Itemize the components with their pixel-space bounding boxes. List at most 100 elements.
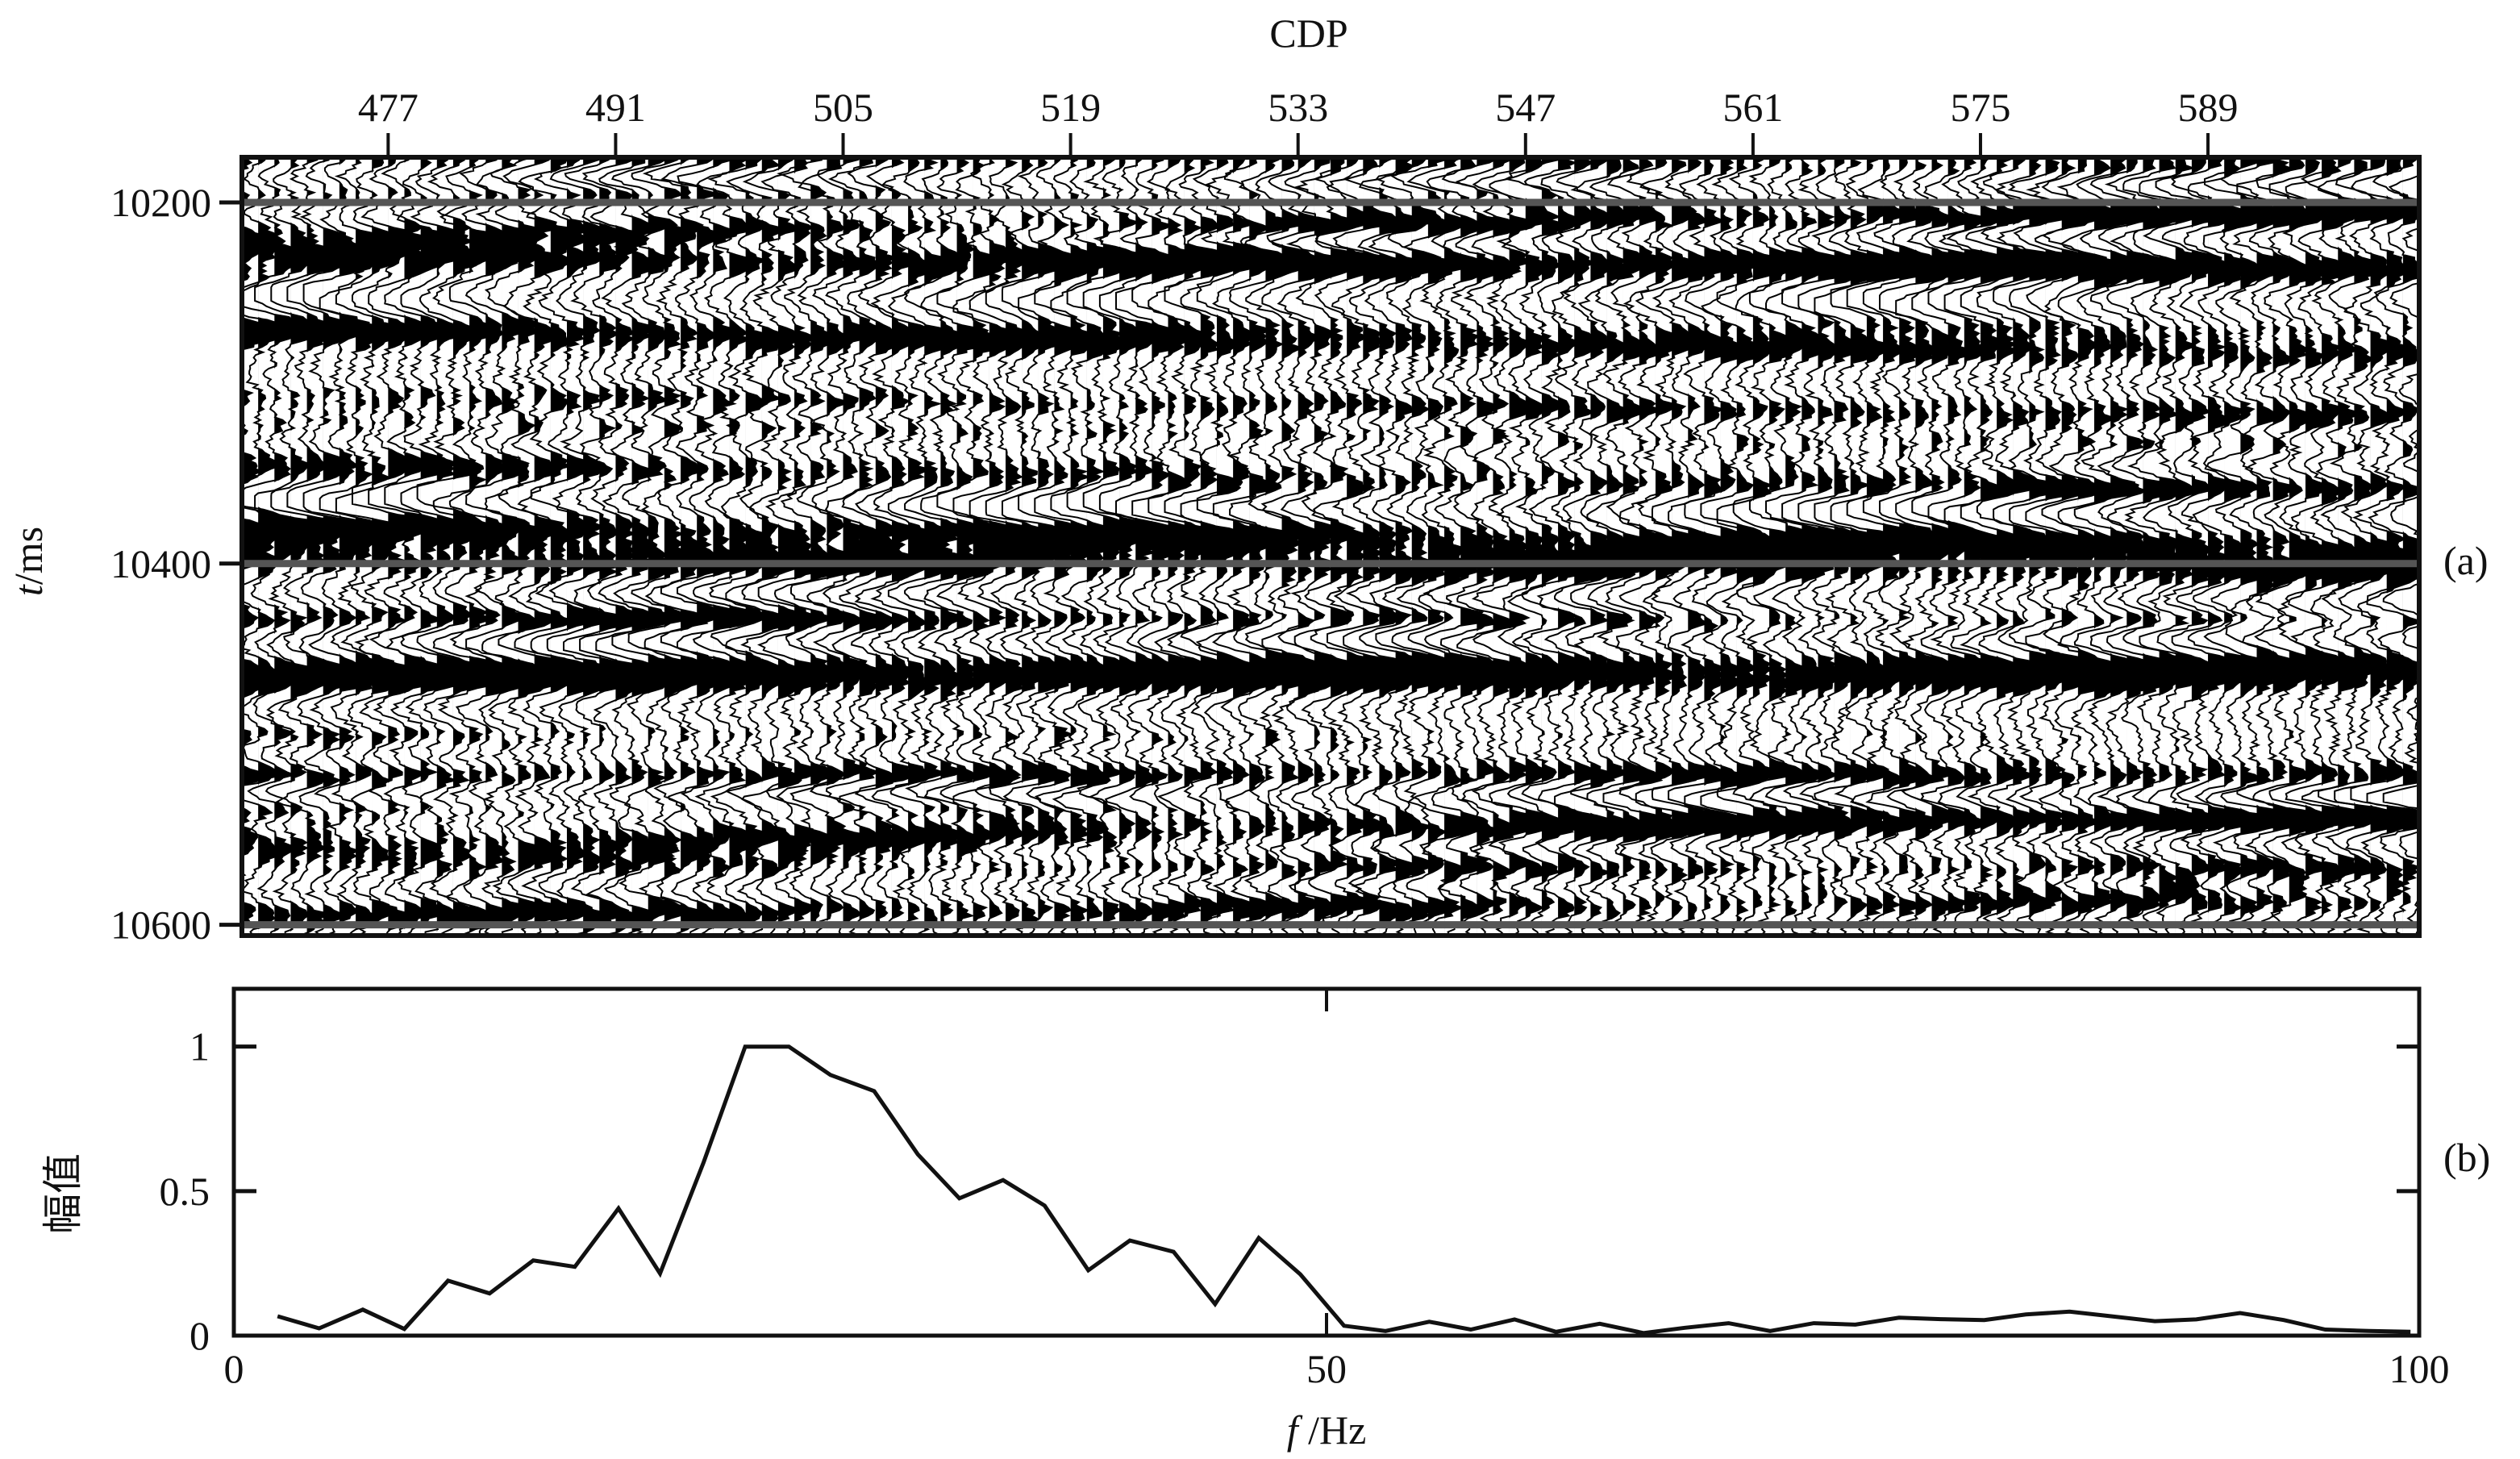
seismic-trace-wiggle — [563, 157, 636, 936]
seismic-trace-fill — [2402, 157, 2419, 935]
seismic-trace-wiggle — [448, 157, 523, 936]
seismic-trace-wiggle — [1358, 157, 1433, 936]
seismic-trace-fill — [550, 157, 587, 935]
seismic-trace-wiggle — [854, 157, 927, 936]
seismic-trace-wiggle — [660, 157, 731, 936]
seismic-trace-fill — [420, 157, 456, 935]
amplitude-axis-title: 幅值 — [40, 1153, 85, 1234]
amplitude-tick-label: 0.5 — [160, 1169, 210, 1214]
seismic-trace-fill — [713, 157, 749, 935]
seismic-trace-fill — [2240, 157, 2276, 935]
seismic-trace-fill — [2191, 157, 2228, 935]
frequency-tick-label: 50 — [1306, 1346, 1347, 1391]
seismic-trace-fill — [794, 157, 831, 935]
frequency-tick-label: 100 — [2389, 1346, 2450, 1391]
cdp-tick-label: 561 — [1722, 85, 1783, 130]
seismic-trace-fill — [697, 157, 730, 935]
cdp-tick-label: 505 — [813, 85, 873, 130]
frequency-axis-title-unit: /Hz — [1298, 1407, 1367, 1453]
cdp-tick-label: 491 — [585, 85, 646, 130]
seismic-trace-fill — [2256, 157, 2293, 935]
seismic-trace-fill — [891, 157, 926, 935]
seismic-trace-fill — [242, 157, 278, 935]
seismic-trace-wiggle — [464, 157, 539, 936]
spectrum-frame — [231, 986, 2422, 1338]
seismic-trace-wiggle — [2366, 157, 2419, 936]
seismic-trace-wiggle — [2170, 157, 2246, 936]
seismic-trace-fill — [1119, 157, 1156, 935]
cdp-tick-label: 519 — [1040, 85, 1101, 130]
seismic-trace-fill — [2386, 157, 2419, 935]
seismic-trace-fill — [502, 157, 538, 935]
seismic-trace-fill — [940, 157, 971, 935]
time-tick-label: 10200 — [110, 180, 211, 225]
time-axis-title-unit: /ms — [6, 527, 51, 585]
seismic-trace-fill — [566, 157, 603, 935]
seismic-trace-wiggle — [1406, 157, 1481, 936]
seismic-trace-fill — [323, 157, 360, 935]
seismic-trace-wiggle — [2382, 174, 2419, 936]
seismic-trace-wiggle — [789, 157, 864, 936]
seismic-trace-fill — [404, 157, 440, 935]
seismic-trace-fill — [485, 157, 521, 935]
time-axis-title: t/ms — [6, 527, 51, 596]
seismic-trace-wiggle — [242, 157, 297, 936]
cdp-tick-label: 575 — [1950, 85, 2010, 130]
seismic-trace-fill — [1363, 157, 1399, 935]
seismic-trace-fill — [258, 157, 294, 935]
seismic-trace-fill — [1314, 157, 1351, 935]
seismic-trace-fill — [729, 157, 760, 935]
seismic-trace-wiggle — [498, 157, 571, 936]
panel-label-a: (a) — [2443, 538, 2489, 583]
frequency-axis-title: f /Hz — [1287, 1407, 1367, 1453]
seismic-traces — [242, 157, 2419, 936]
seismic-trace-fill — [274, 157, 310, 935]
time-tick-label: 10400 — [110, 541, 211, 586]
seismic-trace-wiggle — [1440, 157, 1514, 936]
time-axis-title-var: t — [6, 584, 51, 596]
seismic-panel: CDP 477 491 505 519 533 547 561 575 589 10200 1040… — [6, 10, 2489, 948]
seismic-trace-fill — [956, 157, 989, 935]
seismic-trace-wiggle — [2300, 157, 2375, 936]
seismic-trace-fill — [599, 157, 635, 935]
seismic-trace-wiggle — [242, 157, 279, 924]
cdp-tick-label: 547 — [1495, 85, 1556, 130]
seismic-trace-wiggle — [1277, 157, 1352, 936]
seismic-trace-fill — [973, 157, 1004, 935]
seismic-trace-wiggle — [677, 157, 751, 936]
panel-label-b: (b) — [2443, 1135, 2490, 1180]
seismic-trace-fill — [356, 157, 392, 935]
time-marker-lines — [242, 198, 2419, 929]
seismic-trace-wiggle — [903, 157, 972, 936]
time-tick-label: 10600 — [110, 902, 211, 948]
cdp-tick-label: 477 — [358, 85, 419, 130]
seismic-trace-fill — [875, 157, 906, 935]
seismic-trace-fill — [1541, 157, 1572, 935]
seismic-trace-wiggle — [773, 157, 848, 936]
spectrum-axis-ticks: 0 0.5 1 0 50 100 — [160, 989, 2450, 1391]
amplitude-tick-label: 0 — [190, 1313, 210, 1358]
seismic-trace-wiggle — [319, 157, 394, 936]
seismic-trace-wiggle — [2219, 157, 2293, 935]
seismic-trace-fill — [1395, 157, 1431, 935]
cdp-tick-label: 533 — [1268, 85, 1328, 130]
seismic-trace-wiggle — [546, 157, 620, 936]
spectrum-panel: 0 0.5 1 0 50 100 幅值 f /Hz (b) — [40, 986, 2490, 1453]
seismic-trace-fill — [2208, 157, 2244, 935]
seismic-trace-wiggle — [270, 157, 344, 936]
seismic-trace-wiggle — [335, 157, 409, 936]
seismic-trace-fill — [388, 157, 424, 935]
seismic-trace-fill — [534, 157, 570, 935]
seismic-trace-wiggle — [2155, 157, 2229, 936]
seismic-trace-wiggle — [2236, 157, 2311, 936]
seismic-trace-fill — [1379, 157, 1415, 935]
seismic-trace-fill — [1444, 157, 1480, 935]
seismic-trace-wiggle — [887, 157, 959, 936]
seismic-trace-wiggle — [1229, 157, 1303, 936]
seismic-trace-wiggle — [1082, 157, 1157, 936]
seismic-trace-wiggle — [1521, 157, 1596, 936]
seismic-trace-fill — [1331, 157, 1367, 935]
seismic-trace-wiggle — [286, 157, 360, 936]
seismic-frame — [240, 155, 2422, 938]
